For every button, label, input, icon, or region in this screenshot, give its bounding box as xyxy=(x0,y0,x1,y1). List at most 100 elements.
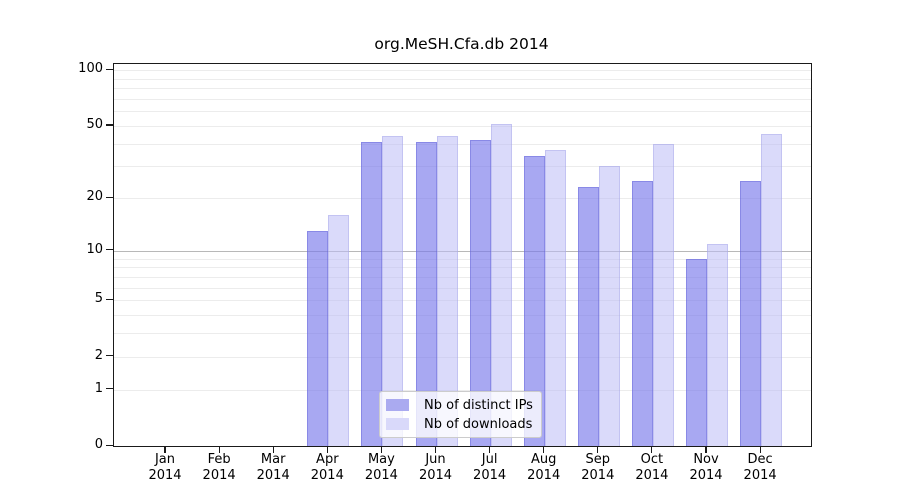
gridline-20 xyxy=(114,198,811,200)
gridline-5 xyxy=(114,300,811,302)
bar-nov-downloads xyxy=(707,243,728,446)
plot-area xyxy=(113,63,812,447)
x-tick-dec xyxy=(759,446,761,453)
month-year: 2014 xyxy=(310,468,344,483)
bar-aug-downloads xyxy=(544,149,566,446)
x-tick-jul xyxy=(489,446,491,453)
y-axis-label-2: 2 xyxy=(94,347,103,363)
gridline-90 xyxy=(114,78,811,80)
bar-nov-distinct-ips xyxy=(686,258,707,446)
month-year: 2014 xyxy=(473,468,507,483)
x-tick-nov xyxy=(705,446,707,453)
x-axis-label-feb: Feb 2014 xyxy=(179,452,259,484)
y-axis-label-0: 0 xyxy=(94,437,103,452)
y-tick-100 xyxy=(106,68,113,70)
x-axis-label-jan: Jan 2014 xyxy=(125,452,205,484)
gridline-emphasis-10 xyxy=(114,250,811,252)
bar-sep-distinct-ips xyxy=(577,187,599,446)
gridline-100 xyxy=(114,70,811,72)
bar-jun-distinct-ips xyxy=(415,141,437,446)
month-name: Mar xyxy=(260,452,286,467)
y-tick-1 xyxy=(106,388,113,390)
bar-may-distinct-ips xyxy=(361,141,383,446)
month-year: 2014 xyxy=(689,468,723,483)
month-year: 2014 xyxy=(364,468,398,483)
gridline-30 xyxy=(114,166,811,168)
gridline-7 xyxy=(114,276,811,278)
x-axis-label-sep: Sep 2014 xyxy=(558,452,638,484)
bar-apr-downloads xyxy=(328,215,350,446)
month-name: Apr xyxy=(316,452,339,467)
legend-swatch-distinct-ips xyxy=(386,399,409,411)
x-tick-apr xyxy=(326,446,328,453)
month-year: 2014 xyxy=(635,468,669,483)
month-year: 2014 xyxy=(202,468,236,483)
y-axis-label-20: 20 xyxy=(86,189,103,205)
y-tick-10 xyxy=(106,249,113,251)
y-axis-label-100: 100 xyxy=(78,61,103,77)
bar-jun-downloads xyxy=(436,136,458,446)
gridline-60 xyxy=(114,111,811,113)
y-axis-label-1: 1 xyxy=(94,380,103,396)
gridline-2 xyxy=(114,356,811,358)
bar-jul-downloads xyxy=(490,124,512,446)
y-axis-label-10: 10 xyxy=(86,241,103,257)
month-year: 2014 xyxy=(743,468,777,483)
x-axis-label-aug: Aug 2014 xyxy=(504,452,584,484)
x-axis-label-nov: Nov 2014 xyxy=(666,452,746,484)
y-tick-20 xyxy=(106,196,113,198)
chart-title: org.MeSH.Cfa.db 2014 xyxy=(374,35,549,53)
month-name: Jun xyxy=(425,452,446,467)
x-tick-aug xyxy=(543,446,545,453)
x-axis-label-jun: Jun 2014 xyxy=(396,452,476,484)
gridline-3 xyxy=(114,333,811,335)
gridline-1 xyxy=(114,389,811,391)
month-name: Jan xyxy=(154,452,176,467)
x-axis-label-may: May 2014 xyxy=(341,452,421,484)
month-name: Jul xyxy=(481,452,498,467)
gridline-50 xyxy=(114,125,811,127)
legend-label-downloads: Nb of downloads xyxy=(424,416,533,432)
bar-jul-distinct-ips xyxy=(469,139,491,446)
legend-row-distinct-ips: Nb of distinct IPs xyxy=(386,397,533,413)
month-year: 2014 xyxy=(148,468,182,483)
x-axis-label-mar: Mar 2014 xyxy=(233,452,313,484)
y-tick-0 xyxy=(106,444,113,446)
x-axis-label-jul: Jul 2014 xyxy=(450,452,530,484)
bar-sep-downloads xyxy=(598,166,620,446)
bar-oct-downloads xyxy=(652,143,674,446)
month-year: 2014 xyxy=(256,468,290,483)
month-year: 2014 xyxy=(581,468,615,483)
x-tick-jan xyxy=(164,446,166,453)
x-tick-mar xyxy=(272,446,274,453)
y-axis-label-50: 50 xyxy=(86,116,103,132)
bar-apr-distinct-ips xyxy=(307,231,329,446)
month-name: Feb xyxy=(207,452,231,467)
gridline-6 xyxy=(114,287,811,289)
month-name: Aug xyxy=(530,452,557,467)
month-name: Oct xyxy=(640,452,664,467)
x-axis-label-oct: Oct 2014 xyxy=(612,452,692,484)
x-axis-label-apr: Apr 2014 xyxy=(287,452,367,484)
y-tick-2 xyxy=(106,355,113,357)
month-year: 2014 xyxy=(527,468,561,483)
x-tick-sep xyxy=(597,446,599,453)
x-tick-may xyxy=(380,446,382,453)
month-name: Sep xyxy=(585,452,611,467)
legend-row-downloads: Nb of downloads xyxy=(386,416,533,432)
month-year: 2014 xyxy=(418,468,453,483)
x-tick-feb xyxy=(218,446,220,453)
y-axis-label-5: 5 xyxy=(94,291,103,307)
gridline-80 xyxy=(114,88,811,90)
legend-label-distinct-ips: Nb of distinct IPs xyxy=(424,397,533,413)
gridline-70 xyxy=(114,98,811,100)
y-tick-50 xyxy=(106,124,113,126)
bar-dec-distinct-ips xyxy=(740,180,762,446)
gridline-9 xyxy=(114,258,811,260)
bar-aug-distinct-ips xyxy=(523,156,545,446)
x-tick-jun xyxy=(434,446,437,453)
bar-oct-distinct-ips xyxy=(631,180,653,446)
x-tick-oct xyxy=(651,446,653,453)
legend: Nb of distinct IPs Nb of downloads xyxy=(379,391,542,438)
